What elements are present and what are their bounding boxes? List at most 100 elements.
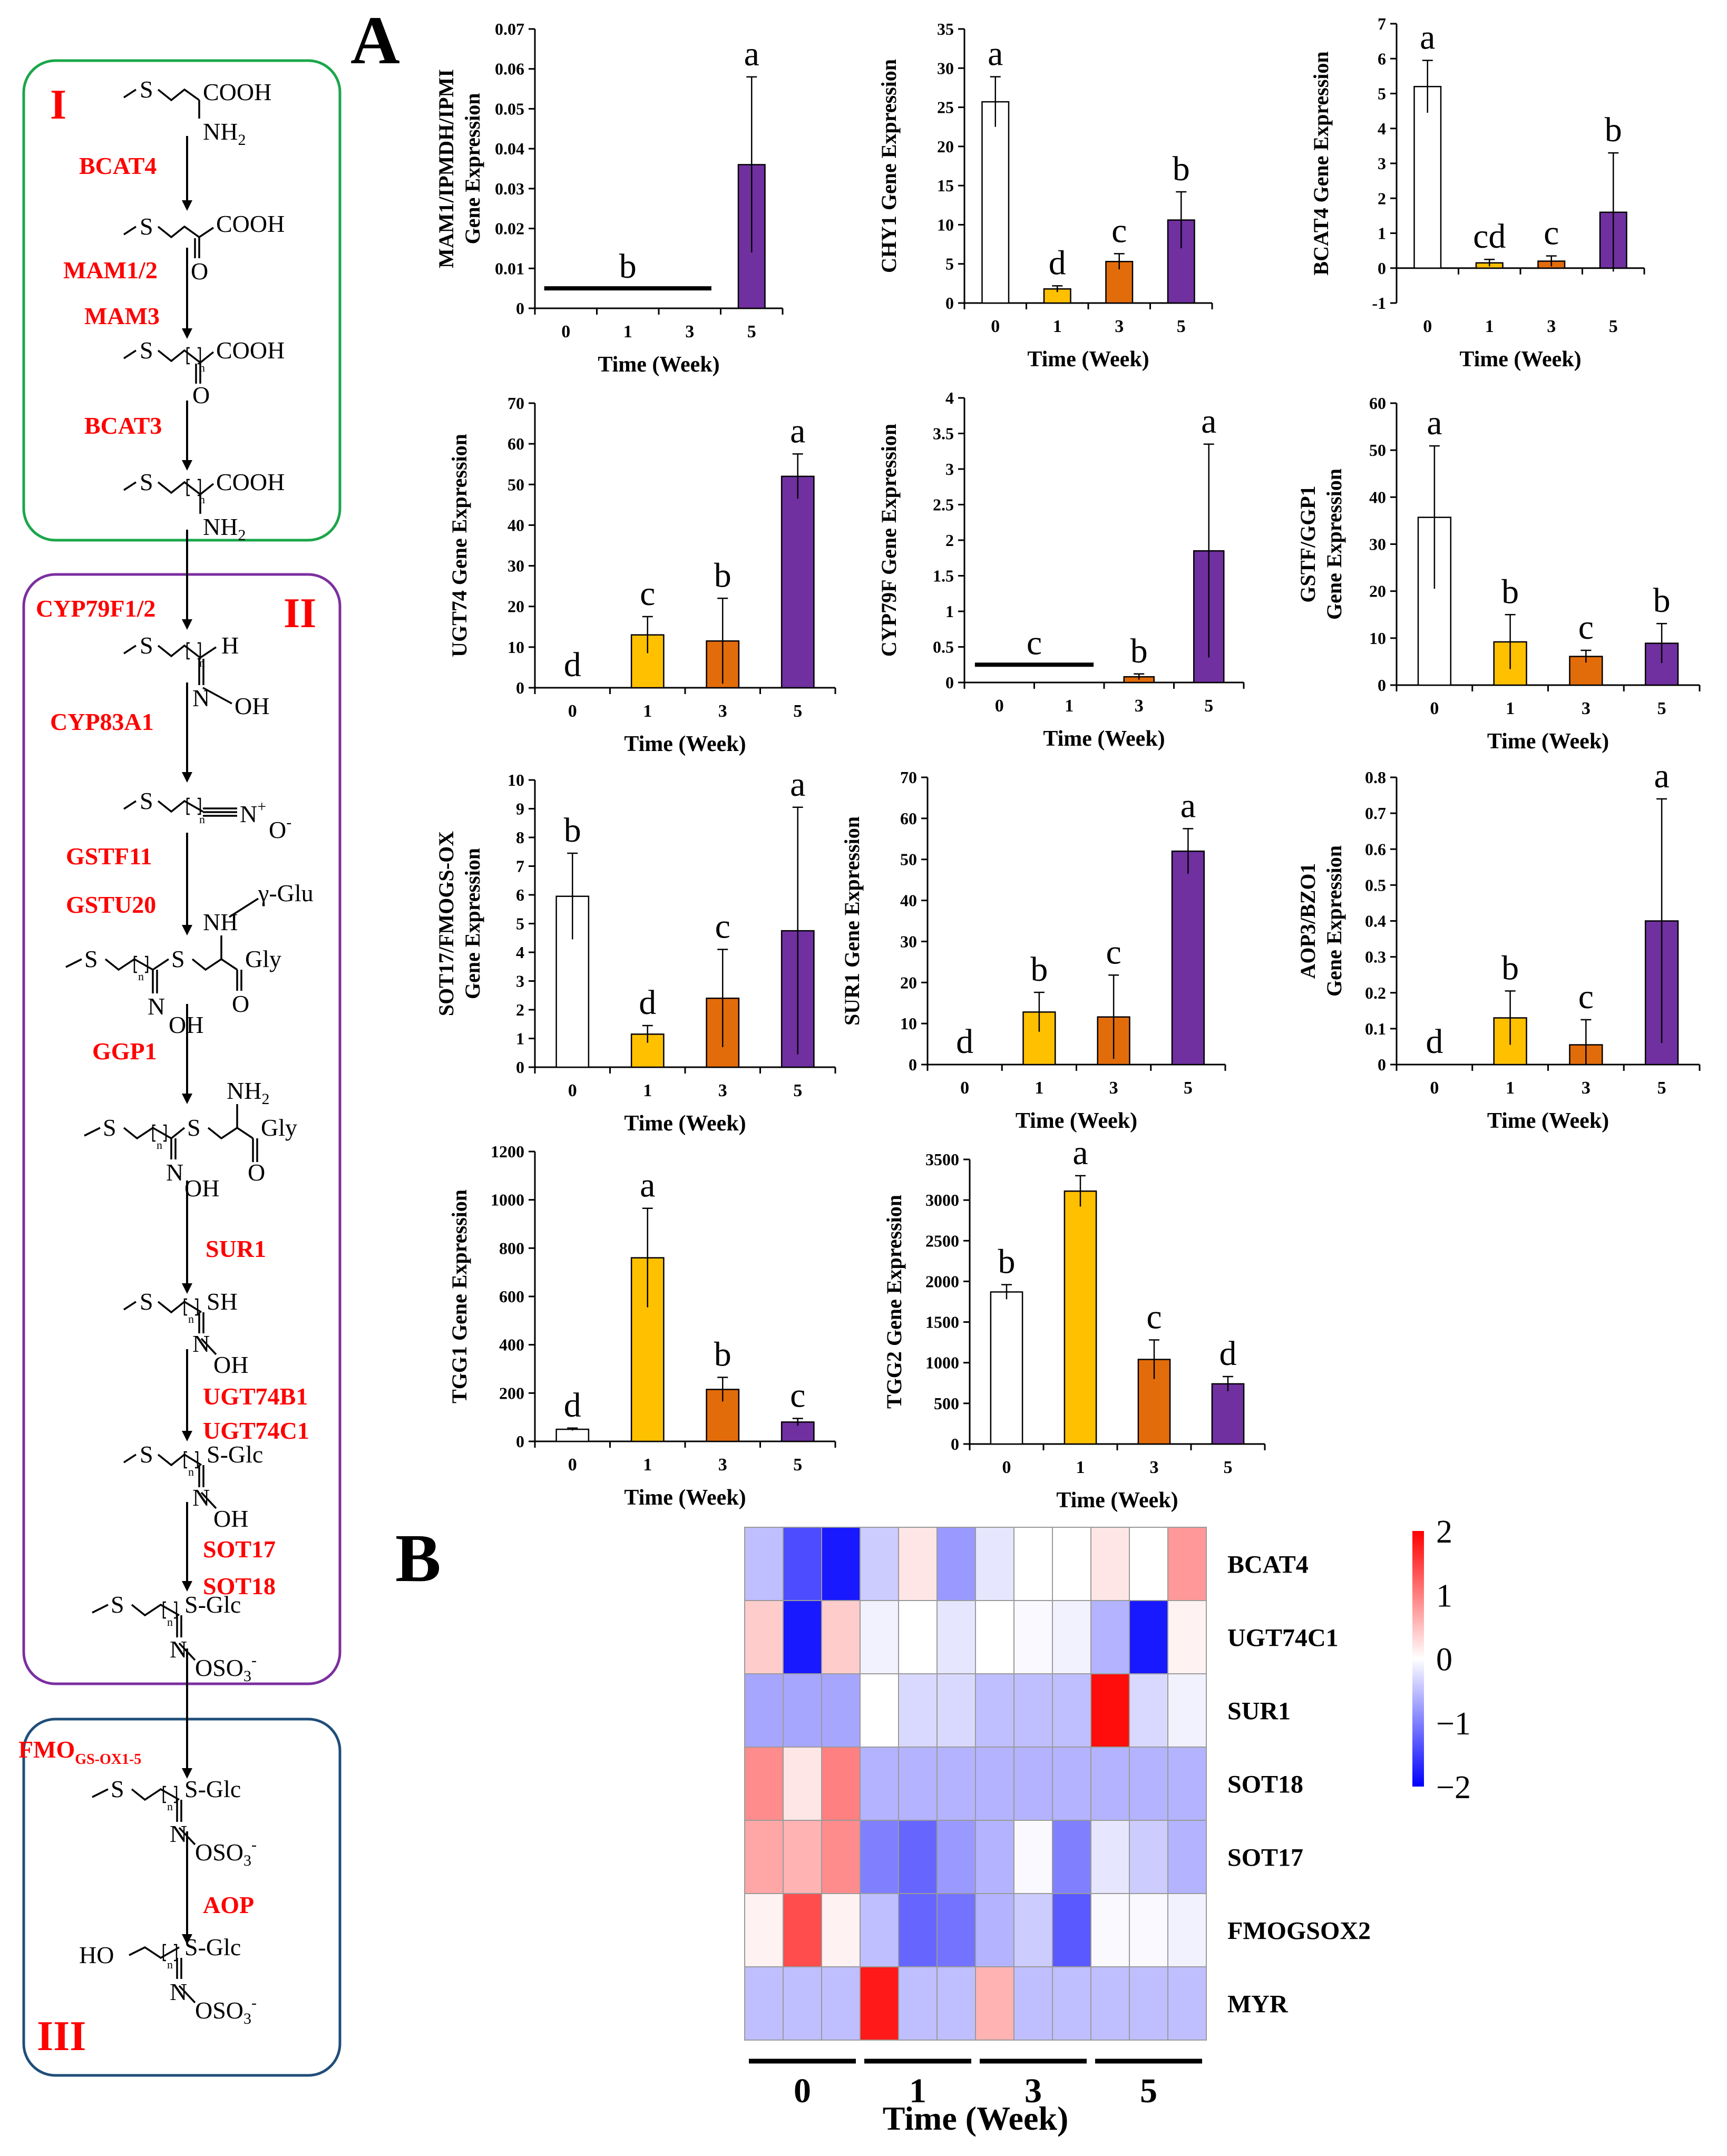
x-tick-label: 5	[793, 1081, 802, 1100]
x-tick-label: 5	[1224, 1458, 1233, 1477]
y-axis-label: CHY1 Gene Expression	[877, 59, 901, 273]
chem-nh2: NH2	[203, 118, 246, 149]
y-tick-label: 1	[945, 602, 954, 621]
heatmap-cell	[898, 1747, 938, 1821]
y-tick-label: 3	[945, 460, 954, 479]
x-tick-label: 5	[1657, 699, 1666, 718]
significance-letter: d	[1426, 1022, 1443, 1061]
bar-chart-6: 0 10 20 30 40 50 60 0 1 3 5 Time (Week) GSTF/GGP1 Gen…	[1296, 394, 1701, 754]
y-tick-label: 0.4	[1365, 912, 1386, 931]
y-tick-label: 35	[937, 19, 954, 38]
heatmap-cell	[936, 1820, 976, 1894]
y-tick-label: -1	[1372, 294, 1386, 313]
x-tick-label: 5	[793, 701, 802, 721]
chem-bonds	[65, 88, 259, 2004]
y-tick-label: 6	[516, 885, 524, 904]
chem-oso3: OSO3-	[195, 1994, 257, 2027]
heatmap-cell	[1090, 1966, 1130, 2041]
heatmap-cell	[783, 1966, 822, 2041]
x-axis-label: Time (Week)	[598, 353, 719, 377]
x-tick-label: 5	[1177, 317, 1186, 336]
significance-letter: c	[1578, 608, 1594, 647]
chem-oso3: OSO3-	[195, 1836, 257, 1869]
y-tick-label: 200	[499, 1383, 524, 1402]
y-tick-label: 800	[499, 1238, 524, 1257]
y-tick-label: 0	[516, 299, 524, 318]
x-tick-label: 1	[1076, 1458, 1085, 1477]
bar-chart-11: 0 500 1000 1500 2000 2500 3000 3500 0 1 3 5 Time (We…	[882, 1134, 1266, 1513]
heatmap-cell	[1090, 1893, 1130, 1967]
chem-n: n	[188, 1312, 194, 1325]
y-tick-label: 3	[516, 972, 524, 991]
x-tick-label: 0	[568, 1455, 577, 1475]
heatmap-cell	[1013, 1673, 1053, 1748]
significance-letter: b	[1501, 572, 1519, 611]
heatmap-x-label: Time (Week)	[883, 2100, 1069, 2137]
chem-n-atom: N	[170, 1820, 187, 1847]
chem-cooh: COOH	[216, 337, 285, 364]
heatmap-cell	[860, 1600, 899, 1674]
chem-n: n	[157, 1138, 162, 1152]
heatmap-cell	[744, 1527, 784, 1601]
bar-week-5	[1171, 850, 1205, 1066]
y-tick-label: 20	[1369, 582, 1386, 601]
significance-letter: c	[1578, 978, 1594, 1016]
y-axis-label: UGT74 Gene Expression	[447, 434, 471, 657]
y-tick-label: 0.5	[1365, 875, 1386, 894]
y-tick-label: 30	[900, 932, 917, 951]
chem-s-glc: S-Glc	[207, 1441, 263, 1468]
chem-cooh: COOH	[216, 469, 285, 495]
heatmap-cell	[860, 1966, 899, 2041]
y-tick-label: 40	[1369, 487, 1386, 506]
heatmap-cell	[1167, 1966, 1207, 2041]
heatmap-cell	[1129, 1893, 1168, 1967]
significance-letter: a	[640, 1166, 655, 1205]
y-tick-label: 0.02	[495, 219, 524, 238]
heatmap-cell	[936, 1966, 976, 2041]
heatmap-cell	[1013, 1893, 1053, 1967]
chem-n: n	[167, 1800, 173, 1813]
chem-n-atom: N	[170, 1978, 187, 2005]
y-axis-label: SUR1 Gene Expression	[840, 816, 864, 1026]
enzyme-ugt74c1: UGT74C1	[203, 1417, 309, 1444]
x-axis-label: Time (Week)	[1487, 729, 1609, 754]
x-tick-label: 0	[568, 701, 577, 721]
x-axis-label: Time (Week)	[1016, 1109, 1137, 1133]
x-tick-label: 5	[1609, 317, 1618, 336]
heatmap-row-label: MYR	[1227, 1991, 1289, 2018]
heatmap-row-label: SOT18	[1227, 1771, 1303, 1799]
x-tick-label: 3	[1582, 1078, 1591, 1098]
heatmap-row-label: FMOGSOX2	[1227, 1917, 1371, 1945]
heatmap-row-label: SUR1	[1227, 1698, 1291, 1725]
x-axis-label: Time (Week)	[1487, 1109, 1609, 1133]
x-tick-label: 1	[643, 1081, 652, 1100]
y-tick-label: 0	[516, 678, 524, 697]
heatmap-cell	[821, 1966, 861, 2041]
color-scale-label: 2	[1436, 1514, 1452, 1550]
y-tick-label: 0	[1378, 1055, 1386, 1074]
chem-s: S	[140, 632, 153, 659]
heatmap-cell	[1129, 1673, 1168, 1748]
heatmap-cell	[821, 1747, 861, 1821]
chem-n-atom: N	[192, 1330, 210, 1357]
y-axis-label: CYP79F Gene Expression	[877, 424, 901, 657]
chem-n: n	[167, 1615, 173, 1628]
enzyme-mam12: MAM1/2	[63, 257, 158, 284]
heatmap-cell	[1129, 1527, 1168, 1601]
chem-s: S	[140, 1288, 153, 1315]
y-tick-label: 0.2	[1365, 983, 1386, 1002]
y-tick-label: 5	[1378, 84, 1386, 103]
heatmap-row-label: UGT74C1	[1227, 1624, 1339, 1652]
x-tick-label: 3	[685, 322, 694, 342]
y-tick-label: 50	[900, 850, 917, 869]
heatmap-cell	[783, 1747, 822, 1821]
heatmap-group-label: 5	[1140, 2072, 1157, 2110]
stage-box-1	[22, 59, 342, 542]
heatmap-cell	[860, 1747, 899, 1821]
y-tick-label: 0.05	[495, 99, 524, 118]
y-tick-label: 8	[516, 828, 524, 847]
heatmap-cell	[783, 1820, 822, 1894]
significance-letter: c	[790, 1376, 805, 1414]
bar-week-0	[990, 1291, 1023, 1445]
y-tick-label: 6	[1378, 49, 1386, 68]
